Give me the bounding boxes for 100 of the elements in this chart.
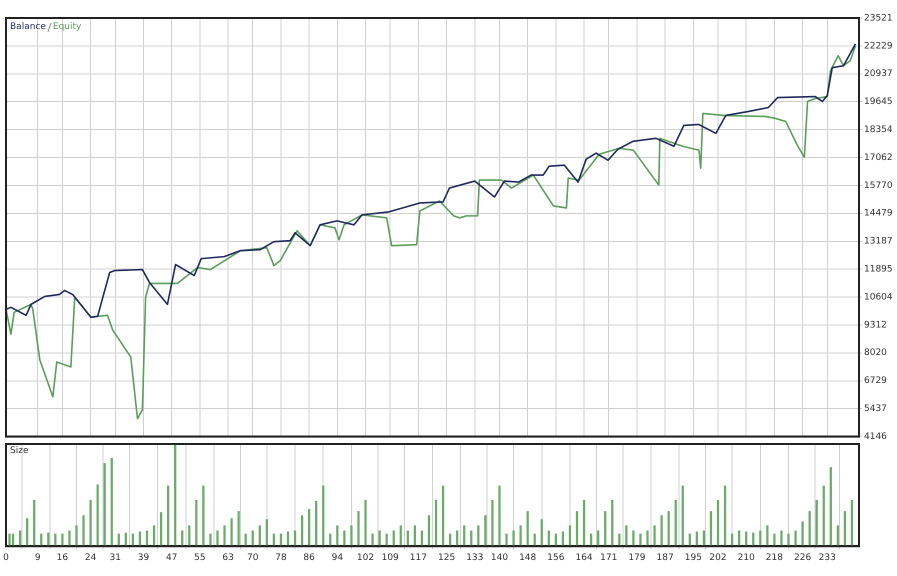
y-tick-label: 15770: [864, 180, 893, 191]
bar: [124, 532, 127, 546]
bar: [104, 463, 106, 546]
bar: [181, 530, 184, 546]
bar: [252, 530, 254, 546]
bar: [540, 519, 543, 546]
bar: [604, 511, 606, 546]
bar: [322, 486, 324, 546]
x-tick-label: 133: [466, 552, 484, 563]
x-tick-label: 55: [194, 552, 206, 563]
x-tick-label: 70: [247, 552, 259, 563]
bar: [238, 511, 240, 546]
x-tick-label: 171: [600, 552, 618, 563]
bar: [597, 530, 600, 546]
bar: [329, 534, 332, 546]
y-tick-label: 23521: [864, 13, 893, 24]
bar: [400, 525, 402, 546]
bar: [752, 532, 754, 546]
y-tick-label: 6729: [864, 376, 888, 386]
y-tick-label: 19645: [864, 97, 893, 108]
bar: [548, 530, 550, 546]
bar: [188, 525, 190, 546]
y-tick-label: 9312: [864, 320, 887, 330]
y-tick-label: 4146: [864, 432, 888, 442]
x-tick-label: 125: [438, 552, 456, 563]
bar: [414, 525, 416, 546]
bar: [266, 519, 268, 546]
x-tick-label: 226: [794, 552, 812, 563]
bar: [406, 530, 409, 546]
x-tick-label: 148: [519, 552, 537, 563]
x-tick-label: 86: [303, 552, 316, 563]
y-tick-label: 17062: [864, 152, 893, 163]
y-tick-label: 22229: [864, 41, 893, 52]
bar: [766, 525, 768, 546]
bar: [33, 500, 36, 546]
bar: [836, 525, 839, 546]
bar: [526, 511, 529, 546]
x-tick-label: 195: [684, 552, 702, 563]
bar: [682, 486, 684, 546]
bar: [258, 525, 261, 546]
bar: [195, 500, 198, 546]
bar: [174, 444, 176, 546]
bar: [448, 534, 452, 546]
bar: [696, 532, 698, 546]
bar: [477, 525, 480, 546]
bar: [47, 532, 50, 546]
bar: [118, 534, 120, 546]
bar: [470, 530, 472, 546]
bar: [688, 534, 691, 546]
y-tick-label: 8020: [864, 348, 888, 358]
text: Equity: [52, 22, 82, 32]
x-tick-label: 102: [356, 552, 374, 563]
bar: [26, 518, 28, 546]
x-tick-label: 16: [56, 552, 68, 563]
x-tick-label: 156: [547, 552, 565, 563]
bar: [611, 500, 614, 546]
x-tick-label: 9: [34, 552, 41, 563]
bar: [96, 484, 99, 546]
y-tick-label: 20937: [864, 69, 893, 80]
bar: [315, 500, 318, 546]
bar: [167, 486, 170, 546]
y-tick-label: 14479: [864, 208, 893, 219]
bar: [668, 511, 670, 546]
y-tick-label: 5437: [864, 404, 887, 414]
bar: [816, 500, 818, 546]
x-tick-label: 39: [138, 552, 150, 563]
x-tick-label: 0: [3, 552, 10, 563]
bar: [308, 509, 310, 546]
y-tick-label: 18354: [864, 124, 893, 135]
bar: [40, 534, 42, 546]
bar: [378, 530, 381, 546]
bar: [463, 525, 466, 546]
bar: [484, 515, 486, 546]
bar: [54, 534, 56, 546]
bar: [674, 500, 677, 546]
y-tick-label: 11895: [864, 264, 893, 275]
bar: [336, 525, 338, 546]
x-tick-label: 179: [628, 552, 646, 563]
x-tick-label: 117: [410, 552, 427, 563]
x-tick-label: 47: [166, 552, 178, 563]
x-tick-label: 202: [709, 552, 727, 563]
x-tick-label: 109: [382, 552, 400, 563]
y-tick-label: 13187: [864, 236, 893, 247]
x-tick-label: 187: [656, 552, 674, 563]
bar: [625, 525, 628, 546]
bar: [534, 534, 536, 546]
x-tick-label: 210: [738, 552, 756, 563]
bar: [244, 534, 247, 546]
bar: [554, 534, 557, 546]
chart-title: Size: [10, 446, 28, 456]
text: Balance: [10, 22, 46, 32]
bar: [456, 530, 458, 546]
x-tick-label: 24: [84, 552, 97, 563]
bar: [808, 511, 811, 546]
x-tick-label: 164: [575, 552, 593, 563]
bar: [110, 458, 113, 546]
x-tick-label: 233: [818, 552, 836, 563]
bar: [519, 525, 522, 546]
bar: [745, 532, 748, 546]
y-tick-label: 10604: [864, 292, 893, 302]
